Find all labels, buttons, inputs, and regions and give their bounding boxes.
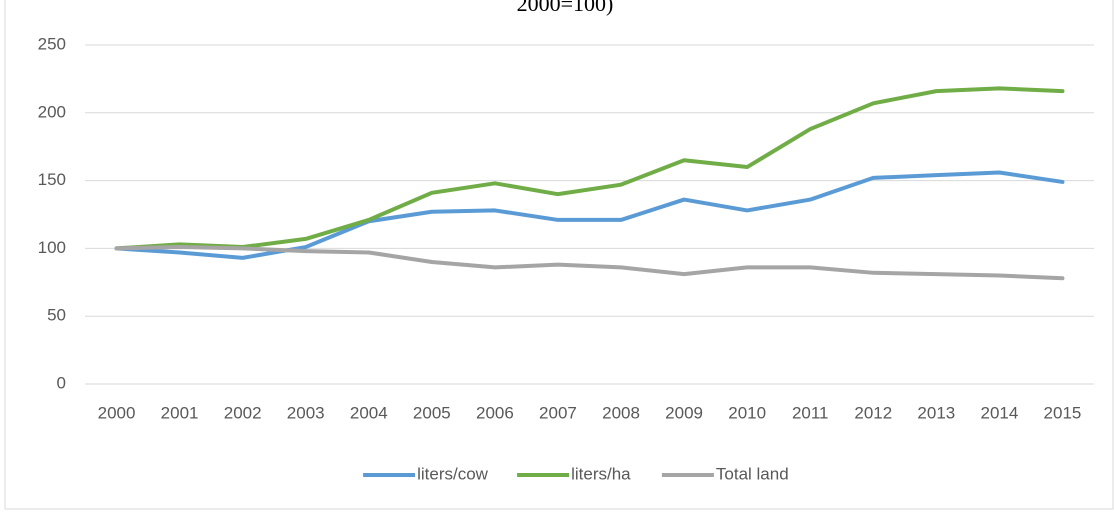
x-tick-label: 2010 [728, 403, 766, 422]
chart-title: 2000=100) [517, 0, 614, 16]
y-tick-label: 0 [57, 373, 66, 392]
x-tick-label: 2007 [539, 403, 577, 422]
x-tick-label: 2002 [224, 403, 262, 422]
legend-label: liters/cow [417, 464, 489, 483]
data-line [114, 245, 1065, 281]
legend-label: liters/ha [571, 464, 631, 483]
x-tick-label: 2008 [602, 403, 640, 422]
x-tick-label: 2009 [665, 403, 703, 422]
x-tick-label: 2001 [161, 403, 199, 422]
y-tick-label: 250 [38, 34, 66, 53]
data-line [114, 86, 1065, 251]
x-tick-label: 2013 [917, 403, 955, 422]
data-line [114, 170, 1065, 260]
x-tick-label: 2000 [98, 403, 136, 422]
y-tick-label: 100 [38, 238, 66, 257]
x-tick-label: 2003 [287, 403, 325, 422]
legend-label: Total land [716, 464, 789, 483]
x-tick-label: 2004 [350, 403, 388, 422]
y-tick-label: 200 [38, 102, 66, 121]
x-tick-label: 2005 [413, 403, 451, 422]
chart-frame [4, 0, 1114, 510]
x-tick-label: 2015 [1044, 403, 1082, 422]
x-tick-label: 2014 [980, 403, 1018, 422]
y-tick-label: 150 [38, 170, 66, 189]
x-tick-label: 2011 [792, 403, 829, 422]
x-tick-label: 2006 [476, 403, 514, 422]
x-tick-label: 2012 [854, 403, 892, 422]
y-tick-label: 50 [47, 306, 66, 325]
